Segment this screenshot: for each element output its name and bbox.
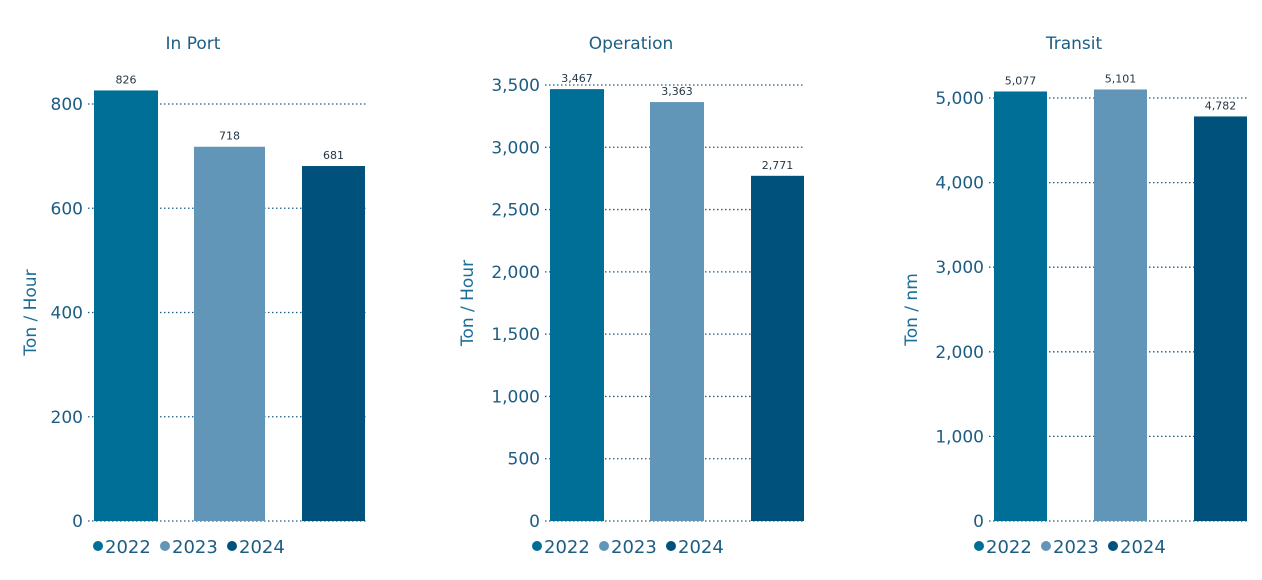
panel-2-title: Operation xyxy=(589,34,674,54)
panel-1-legend-label-2023: 2023 xyxy=(172,537,218,558)
panel-1-legend-marker-2023 xyxy=(160,541,170,551)
panel-3-y-axis-label: Ton / nm xyxy=(902,273,922,347)
panel-3-y-tick-label: 0 xyxy=(973,512,984,532)
panel-1-data-label-2024: 681 xyxy=(323,149,344,162)
panel-2-legend-marker-2024 xyxy=(666,541,676,551)
panel-3-bar-2022 xyxy=(994,91,1047,521)
panel-2-bar-2023 xyxy=(650,102,704,521)
panel-1-y-tick-label: 600 xyxy=(51,199,83,219)
panel-3-data-label-2023: 5,101 xyxy=(1105,72,1137,85)
panel-2-legend-marker-2023 xyxy=(599,541,609,551)
panel-1-data-label-2022: 826 xyxy=(116,73,137,86)
panel-2-legend-label-2022: 2022 xyxy=(544,537,590,558)
panel-3-legend-marker-2023 xyxy=(1041,541,1051,551)
panel-2-data-label-2024: 2,771 xyxy=(762,159,794,172)
panel-3-data-label-2024: 4,782 xyxy=(1205,99,1237,112)
panel-2-y-tick-label: 3,500 xyxy=(491,76,540,96)
panel-3-legend-marker-2022 xyxy=(974,541,984,551)
panel-2-data-label-2023: 3,363 xyxy=(661,85,693,98)
panel-3-bar-2024 xyxy=(1194,116,1247,521)
panel-3-title: Transit xyxy=(1045,34,1103,54)
panel-2-bar-2024 xyxy=(751,175,804,522)
panel-2-legend-label-2023: 2023 xyxy=(611,537,657,558)
panel-1-legend-marker-2022 xyxy=(93,541,103,551)
panel-2-y-tick-label: 2,500 xyxy=(491,201,540,221)
panel-1-title: In Port xyxy=(166,34,221,54)
panel-3-legend-marker-2024 xyxy=(1108,541,1118,551)
panel-1-y-axis-label: Ton / Hour xyxy=(21,269,41,356)
panel-2-y-tick-label: 1,000 xyxy=(491,387,540,407)
panel-3-y-tick-label: 4,000 xyxy=(935,174,984,194)
panel-2-y-tick-label: 3,000 xyxy=(491,138,540,158)
panel-2-y-tick-label: 0 xyxy=(529,512,540,532)
panel-1-y-tick-label: 0 xyxy=(72,512,83,532)
panel-1-y-tick-label: 400 xyxy=(51,304,83,324)
panel-3-y-tick-label: 3,000 xyxy=(935,258,984,278)
panel-2-y-tick-label: 1,500 xyxy=(491,325,540,345)
panel-3-y-tick-label: 5,000 xyxy=(935,89,984,109)
panel-2-bar-2022 xyxy=(550,89,604,522)
panel-2-y-tick-label: 2,000 xyxy=(491,263,540,283)
panel-1-data-label-2023: 718 xyxy=(219,130,240,143)
panel-2-legend-label-2024: 2024 xyxy=(678,537,724,558)
panel-2-y-axis-label: Ton / Hour xyxy=(458,260,478,347)
panel-2-data-label-2022: 3,467 xyxy=(561,72,593,85)
panel-1-bar-2022 xyxy=(94,90,158,521)
panel-3-legend-label-2022: 2022 xyxy=(986,537,1032,558)
panel-3-legend-label-2024: 2024 xyxy=(1120,537,1166,558)
panel-3-bar-2023 xyxy=(1094,89,1147,522)
panel-3-legend-label-2023: 2023 xyxy=(1053,537,1099,558)
panel-2-y-tick-label: 500 xyxy=(508,450,540,470)
panel-1-bar-2024 xyxy=(302,166,365,521)
panel-1-legend-marker-2024 xyxy=(227,541,237,551)
panel-3-y-tick-label: 1,000 xyxy=(935,427,984,447)
panel-1-legend-label-2022: 2022 xyxy=(105,537,151,558)
panel-3-y-tick-label: 2,000 xyxy=(935,343,984,363)
panel-1-legend-label-2024: 2024 xyxy=(239,537,285,558)
panel-1-y-tick-label: 200 xyxy=(51,408,83,428)
panel-1-bar-2023 xyxy=(194,146,265,521)
panel-1-y-tick-label: 800 xyxy=(51,95,83,115)
panel-2-legend-marker-2022 xyxy=(532,541,542,551)
panel-3-data-label-2022: 5,077 xyxy=(1005,74,1037,87)
